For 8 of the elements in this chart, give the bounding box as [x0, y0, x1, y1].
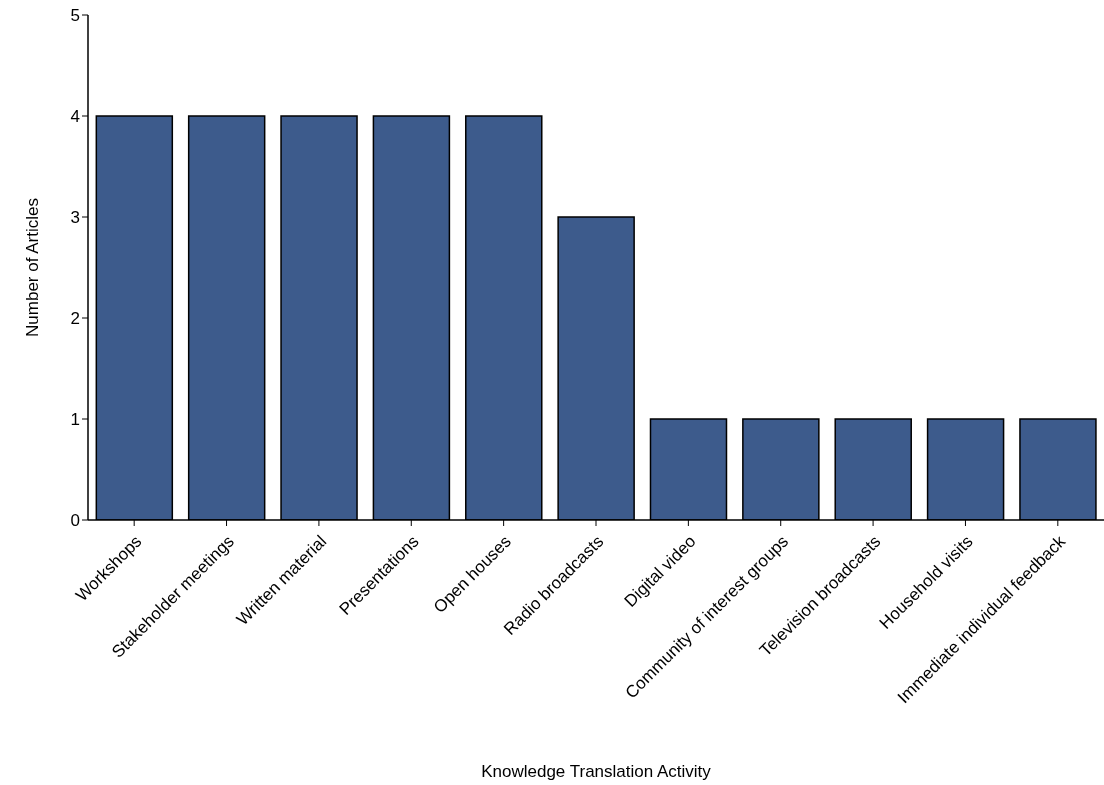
y-tick-label: 0 [70, 511, 80, 531]
x-axis-title: Knowledge Translation Activity [481, 762, 712, 781]
y-tick-label: 5 [70, 6, 80, 26]
y-axis-title: Number of Articles [23, 198, 43, 337]
y-tick-label: 2 [70, 309, 80, 329]
y-tick-label: 3 [70, 208, 80, 228]
y-tick-label: 4 [70, 107, 80, 127]
y-tick-label: 1 [70, 410, 80, 430]
